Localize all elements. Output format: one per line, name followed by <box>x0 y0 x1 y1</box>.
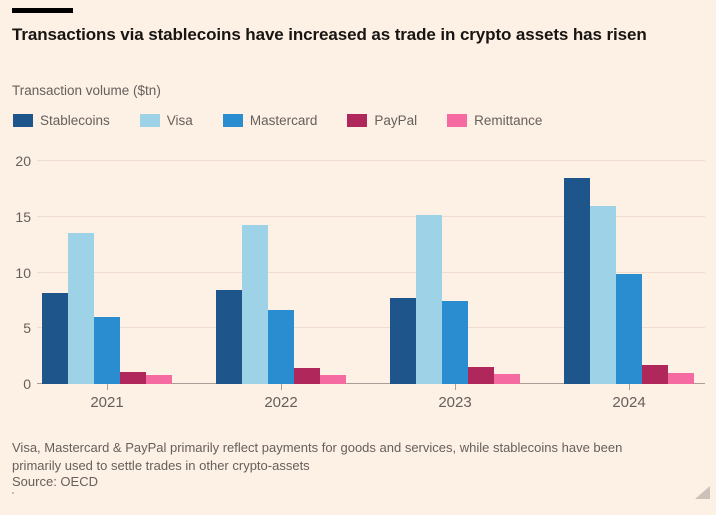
gridline-5 <box>37 327 705 329</box>
bar-visa-2022 <box>242 225 268 384</box>
bar-mastercard-2021 <box>94 317 120 384</box>
chart-subtitle: Transaction volume ($tn) <box>12 83 161 98</box>
x-axis-label-2023: 2023 <box>438 394 472 411</box>
bar-stablecoins-2024 <box>564 178 590 384</box>
bar-paypal-2022 <box>294 368 320 384</box>
legend-item-remittance: Remittance <box>447 113 542 128</box>
legend-swatch-icon <box>222 114 243 127</box>
bar-group-2023 <box>390 215 520 384</box>
legend-label: Remittance <box>474 113 543 128</box>
legend-swatch-icon <box>447 114 468 127</box>
x-axis-tick-2022 <box>281 384 282 390</box>
chart-source: Source: OECD <box>12 474 98 489</box>
bar-paypal-2021 <box>120 372 146 384</box>
legend-item-paypal: PayPal <box>347 113 417 128</box>
legend-item-stablecoins: Stablecoins <box>13 113 110 128</box>
chart-title: Transactions via stablecoins have increa… <box>12 25 647 44</box>
bar-visa-2024 <box>590 206 616 384</box>
bar-group-2022 <box>216 225 346 384</box>
bar-visa-2021 <box>68 233 94 384</box>
gridline-10 <box>37 271 705 273</box>
y-axis-label-15: 15 <box>15 208 31 225</box>
x-axis-line <box>37 383 705 384</box>
bar-remittance-2022 <box>320 375 346 384</box>
bar-group-2021 <box>42 233 172 384</box>
y-axis-label-20: 20 <box>15 153 31 169</box>
legend-label: PayPal <box>374 113 418 128</box>
resize-handle-icon[interactable] <box>695 486 710 499</box>
bar-stablecoins-2022 <box>216 290 242 384</box>
y-axis-label-10: 10 <box>15 264 31 281</box>
legend-swatch-icon <box>13 114 33 127</box>
x-axis-label-2022: 2022 <box>264 394 298 411</box>
brand-bar <box>12 8 73 13</box>
x-axis-tick-2024 <box>629 384 630 390</box>
bar-visa-2023 <box>416 215 442 384</box>
y-axis-label-0: 0 <box>23 376 31 392</box>
chart-legend: Stablecoins Visa Mastercard PayPal Remittanc… <box>13 113 542 128</box>
bar-stablecoins-2021 <box>42 293 68 384</box>
x-axis-label-2024: 2024 <box>612 394 646 411</box>
plot-area <box>37 150 705 384</box>
bar-remittance-2023 <box>494 374 520 384</box>
bar-mastercard-2023 <box>442 301 468 384</box>
bar-paypal-2024 <box>642 365 668 384</box>
legend-swatch-icon <box>347 114 368 127</box>
bar-remittance-2021 <box>146 375 172 384</box>
bar-mastercard-2024 <box>616 274 642 384</box>
stray-dot <box>12 492 14 494</box>
gridline-15 <box>37 215 705 217</box>
x-axis-label-2021: 2021 <box>90 394 124 411</box>
bar-remittance-2024 <box>668 373 694 384</box>
gridline-20 <box>37 160 705 161</box>
legend-label: Stablecoins <box>40 113 110 128</box>
legend-swatch-icon <box>139 114 160 127</box>
bar-group-2024 <box>564 178 694 384</box>
x-axis-tick-2023 <box>455 384 456 390</box>
x-axis-tick-2021 <box>107 384 108 390</box>
bar-mastercard-2022 <box>268 310 294 384</box>
legend-item-visa: Visa <box>139 113 193 128</box>
y-axis-label-5: 5 <box>23 320 31 337</box>
bar-paypal-2023 <box>468 367 494 384</box>
legend-item-mastercard: Mastercard <box>222 113 318 128</box>
bar-stablecoins-2023 <box>390 298 416 384</box>
legend-label: Visa <box>166 113 193 128</box>
legend-label: Mastercard <box>249 113 318 128</box>
chart-footnote: Visa, Mastercard & PayPal primarily refl… <box>12 440 623 473</box>
